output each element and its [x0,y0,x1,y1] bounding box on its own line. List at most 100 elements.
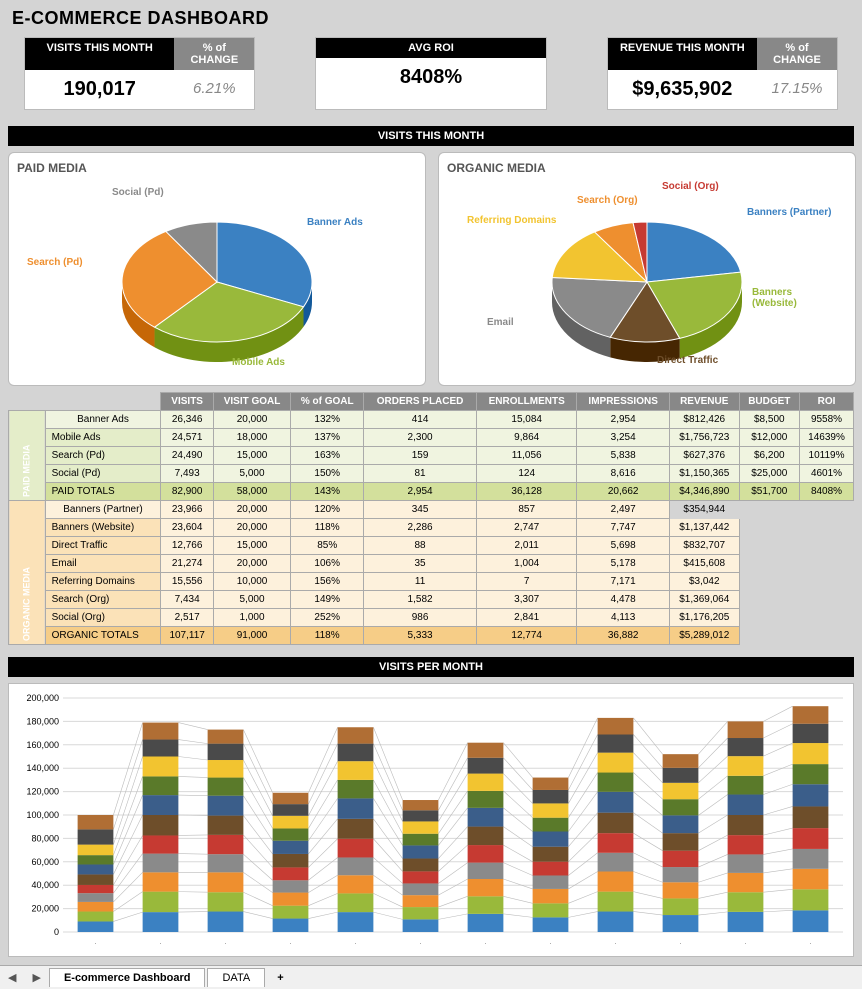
kpi-revenue: REVENUE THIS MONTH% of CHANGE $9,635,902… [607,37,838,110]
kpi-roi: AVG ROI 8408% [315,37,546,110]
table-cell: 15,084 [477,411,577,429]
col-header: ROI [800,393,854,411]
svg-text:·: · [159,939,162,948]
nav-prev-icon[interactable]: ◀ [0,971,24,984]
svg-text:60,000: 60,000 [31,857,59,867]
kpi-label: VISITS THIS MONTH [25,38,174,70]
table-cell: 20,000 [213,519,290,537]
table-cell: 143% [291,483,364,501]
kpi-side: % of CHANGE [757,38,837,70]
table-cell: 5,178 [577,555,670,573]
table-cell: $812,426 [669,411,739,429]
svg-text:40,000: 40,000 [31,880,59,890]
pie-label: Mobile Ads [232,357,285,368]
kpi-value: 190,017 [25,70,174,109]
table-cell: 2,300 [364,429,477,447]
section-visits: VISITS THIS MONTH [8,126,854,146]
sheet-tab-bar: ◀ ▶ E-commerce Dashboard DATA + [0,965,862,989]
table-cell: $1,137,442 [669,519,739,537]
pie-label: Banners (Partner) [747,207,831,218]
table-cell: 4,113 [577,609,670,627]
table-cell: Banner Ads [45,411,161,429]
nav-next-icon[interactable]: ▶ [24,971,48,984]
table-cell: 3,254 [577,429,670,447]
table-cell: 23,966 [161,501,213,519]
col-header: REVENUE [669,393,739,411]
table-cell: 91,000 [213,627,290,645]
table-cell: Banners (Partner) [45,501,161,519]
kpi-label: AVG ROI [316,38,545,58]
table-cell: 20,662 [577,483,670,501]
table-cell: $51,700 [739,483,799,501]
svg-text:·: · [679,939,682,948]
table-cell: 163% [291,447,364,465]
col-header: BUDGET [739,393,799,411]
table-cell: 1,582 [364,591,477,609]
table-cell: 36,882 [577,627,670,645]
table-cell: $1,176,205 [669,609,739,627]
table-cell: 120% [291,501,364,519]
table-cell: 20,000 [213,411,290,429]
table-cell: $627,376 [669,447,739,465]
svg-text:·: · [744,939,747,948]
col-header: % of GOAL [291,393,364,411]
pie-label: Search (Org) [577,195,638,206]
table-cell: $25,000 [739,465,799,483]
section-visits-month: VISITS PER MONTH [8,657,854,677]
table-cell: PAID TOTALS [45,483,161,501]
table-cell: 4,478 [577,591,670,609]
table-cell: 20,000 [213,555,290,573]
table-cell: 2,954 [577,411,670,429]
table-cell: $1,756,723 [669,429,739,447]
table-cell: 118% [291,627,364,645]
group-label: PAID MEDIA [9,411,46,501]
table-cell: Social (Pd) [45,465,161,483]
svg-text:20,000: 20,000 [31,904,59,914]
table-cell: 137% [291,429,364,447]
media-table: VISITSVISIT GOAL% of GOALORDERS PLACEDEN… [8,392,854,645]
pie-paid-card: PAID MEDIA Banner AdsMobile AdsSearch (P… [8,152,426,386]
table-cell: 1,000 [213,609,290,627]
table-cell: 7,434 [161,591,213,609]
table-cell: 1,004 [477,555,577,573]
table-cell: $4,346,890 [669,483,739,501]
tab-dashboard[interactable]: E-commerce Dashboard [49,968,206,987]
svg-text:·: · [549,939,552,948]
table-cell: $832,707 [669,537,739,555]
tab-data[interactable]: DATA [207,968,265,987]
table-cell: $1,369,064 [669,591,739,609]
table-cell: 10119% [800,447,854,465]
bar-chart-card: 020,00040,00060,00080,000100,000120,0001… [8,683,854,957]
col-header: VISITS [161,393,213,411]
pie-label: Social (Org) [662,181,719,192]
table-cell: Banners (Website) [45,519,161,537]
table-cell: 2,286 [364,519,477,537]
pie-label: Banner Ads [307,217,363,228]
pie-organic-card: ORGANIC MEDIA Banners (Partner)Banners (… [438,152,856,386]
svg-text:120,000: 120,000 [26,787,59,797]
svg-text:·: · [419,939,422,948]
table-cell: Social (Org) [45,609,161,627]
table-cell: 26,346 [161,411,213,429]
table-cell: 9,864 [477,429,577,447]
table-cell: 23,604 [161,519,213,537]
table-cell: 3,307 [477,591,577,609]
table-cell: 5,333 [364,627,477,645]
table-cell: $12,000 [739,429,799,447]
kpi-row: VISITS THIS MONTH% of CHANGE 190,0176.21… [4,37,858,120]
table-cell: 150% [291,465,364,483]
svg-text:0: 0 [54,927,59,937]
table-cell: 2,841 [477,609,577,627]
svg-text:·: · [354,939,357,948]
pie-label: Social (Pd) [112,187,164,198]
kpi-visits: VISITS THIS MONTH% of CHANGE 190,0176.21… [24,37,255,110]
table-cell: 15,000 [213,537,290,555]
svg-text:·: · [484,939,487,948]
add-sheet-icon[interactable]: + [267,972,293,984]
pie-paid-title: PAID MEDIA [17,161,417,175]
table-cell: 345 [364,501,477,519]
table-cell: $415,608 [669,555,739,573]
svg-text:80,000: 80,000 [31,833,59,843]
table-cell: 10,000 [213,573,290,591]
table-cell: 124 [477,465,577,483]
